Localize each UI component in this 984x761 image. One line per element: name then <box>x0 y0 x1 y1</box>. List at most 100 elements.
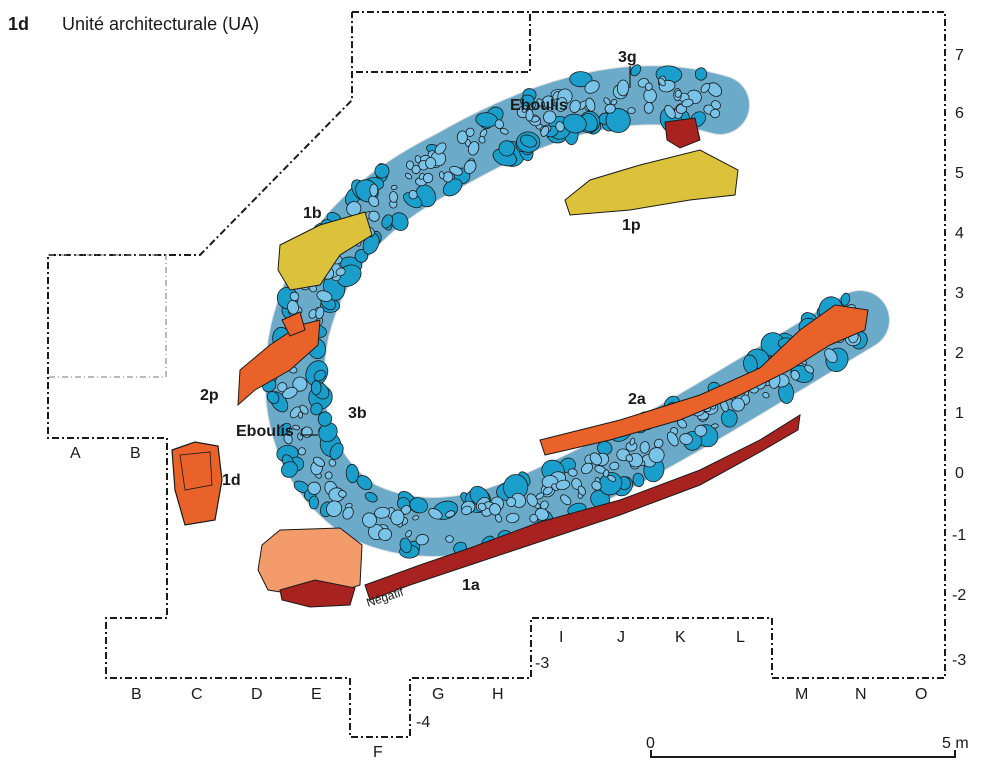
stone <box>632 472 645 488</box>
stone <box>404 172 413 180</box>
stone <box>616 79 630 97</box>
zone-label-1a: 1a <box>462 577 480 594</box>
stone <box>840 292 851 306</box>
stone <box>499 127 509 135</box>
stone <box>277 422 292 436</box>
stone <box>525 108 534 122</box>
stone <box>428 508 443 520</box>
stone <box>569 71 593 88</box>
stone <box>315 306 325 320</box>
scale-bar <box>650 750 956 758</box>
stone <box>584 80 600 94</box>
stone <box>711 423 719 429</box>
stones-orange-1d <box>171 441 223 526</box>
stone <box>603 469 610 478</box>
zone-label-1p: 1p <box>622 217 641 234</box>
stone <box>478 136 486 144</box>
stone <box>505 512 520 524</box>
row-6: 6 <box>955 105 964 122</box>
stone <box>567 468 578 477</box>
zone-label-2p: 2p <box>200 387 219 404</box>
stone <box>467 141 480 156</box>
col-A: A <box>70 445 81 462</box>
stone <box>627 107 636 115</box>
stone <box>411 165 421 175</box>
col-N: N <box>855 686 867 703</box>
stone <box>700 82 711 94</box>
stone <box>389 191 398 203</box>
scale-end: 5 m <box>942 735 969 752</box>
stone <box>506 497 517 507</box>
stone <box>408 190 418 200</box>
stone <box>308 495 320 510</box>
stone <box>399 537 412 554</box>
stone <box>560 494 572 506</box>
row-4: 4 <box>955 225 964 242</box>
stone <box>292 424 300 431</box>
stone <box>679 433 693 445</box>
stone <box>456 130 468 144</box>
col-C: C <box>191 686 203 703</box>
stone <box>694 424 708 437</box>
stone <box>577 485 586 496</box>
stone <box>409 497 428 514</box>
stone <box>542 486 553 496</box>
stone <box>445 535 454 543</box>
col-M: M <box>795 686 808 703</box>
stone <box>316 290 333 302</box>
stone <box>368 195 380 207</box>
stone <box>591 480 602 491</box>
stone <box>630 64 642 77</box>
stone <box>463 159 477 174</box>
stone <box>610 99 618 106</box>
col-O: O <box>915 686 927 703</box>
row-minus-4: -4 <box>416 714 430 731</box>
stone <box>405 530 413 538</box>
stone <box>266 391 280 404</box>
stone <box>489 503 501 516</box>
stone <box>313 456 325 467</box>
stone <box>658 77 666 87</box>
stones-orange-2p <box>237 311 321 407</box>
stone <box>289 291 300 302</box>
stone <box>555 97 568 112</box>
stones-yellow-1p <box>564 149 739 216</box>
stones-blue-light <box>277 75 862 546</box>
row-minus-3-mid: -3 <box>535 655 549 672</box>
stone <box>461 505 472 516</box>
col-F: F <box>373 744 383 761</box>
stone <box>326 500 343 517</box>
stone <box>345 463 359 484</box>
stone <box>390 509 405 526</box>
stone <box>711 100 721 110</box>
stone <box>378 527 392 542</box>
stone <box>390 184 398 191</box>
stone <box>644 82 653 91</box>
stone <box>412 515 420 521</box>
stones-yellow-1b <box>277 211 373 291</box>
stone <box>540 500 549 510</box>
stone <box>297 447 306 456</box>
stone <box>364 491 378 503</box>
stone <box>625 454 634 463</box>
stone <box>313 369 327 382</box>
stone <box>328 459 337 467</box>
col-B-bottom: B <box>131 686 142 703</box>
stone <box>374 163 390 179</box>
zone-label-eboulis-top: Eboulis <box>510 97 568 114</box>
col-D: D <box>251 686 263 703</box>
stone <box>521 105 528 113</box>
stone <box>804 364 815 374</box>
stone <box>589 452 602 466</box>
stone <box>422 172 434 184</box>
stone <box>536 98 546 108</box>
stone <box>607 474 617 482</box>
col-L: L <box>736 629 745 646</box>
stone <box>603 97 611 105</box>
stone-arc-outer <box>264 65 890 558</box>
stone <box>790 369 800 381</box>
row-5: 5 <box>955 165 964 182</box>
stone <box>629 437 636 446</box>
col-I: I <box>559 629 563 646</box>
zone-label-eboulis-left: Eboulis <box>236 423 294 440</box>
